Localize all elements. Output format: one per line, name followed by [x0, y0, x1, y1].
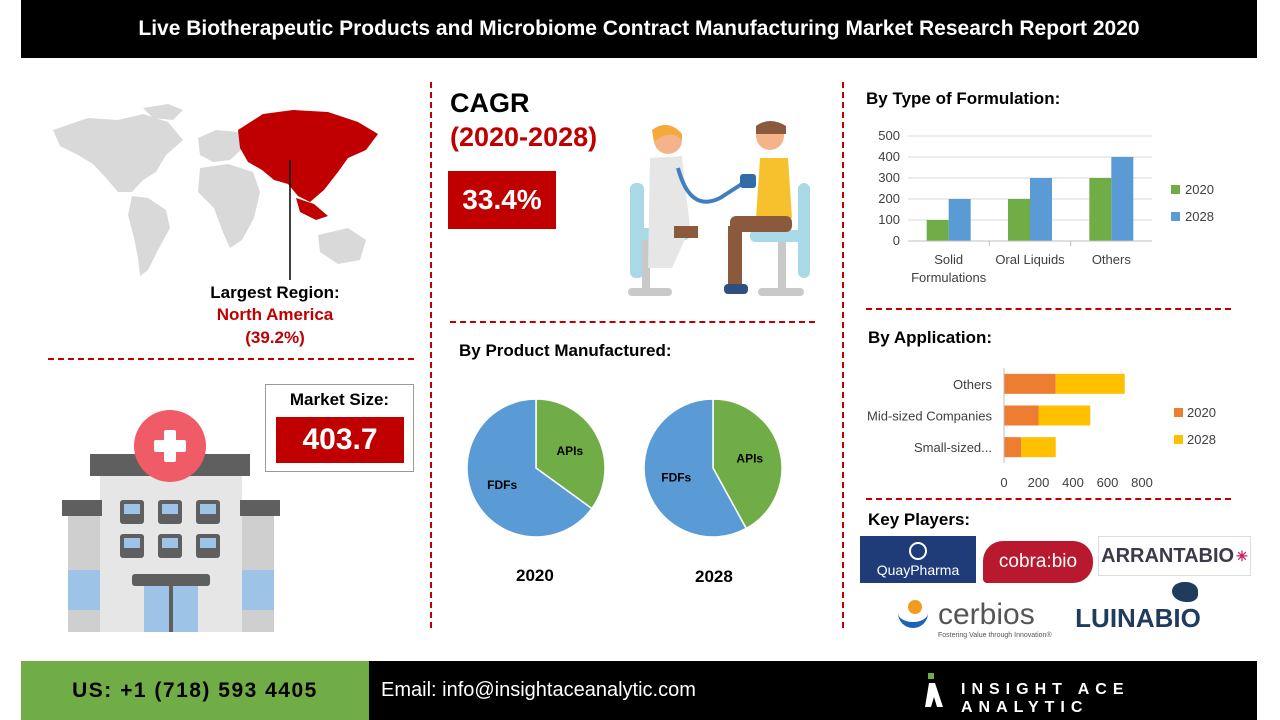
bar-2028 [1030, 178, 1052, 241]
arrantabio-logo: ARRANTABIO ✳ [1098, 536, 1251, 576]
divider-left [430, 82, 432, 628]
legend-swatch [1174, 408, 1183, 417]
y-tick-label: Mid-sized Companies [867, 409, 992, 424]
market-size-label: Market Size: [289, 390, 390, 409]
cagr-years: (2020-2028) [450, 122, 598, 152]
x-tick-label: 0 [1000, 475, 1007, 490]
divider-formulation [866, 308, 1231, 310]
divider-right [842, 82, 844, 628]
x-tick-label: Formulations [911, 270, 987, 285]
largest-region-name: North America [216, 305, 334, 324]
product-pie-chart-2028: APIs FDFs [643, 398, 783, 538]
y-tick-label: 400 [878, 149, 900, 164]
x-tick-label: Oral Liquids [995, 252, 1065, 267]
legend-label: 2028 [1187, 432, 1216, 447]
market-size-card: Market Size: 403.7 [265, 384, 414, 472]
x-tick-label: 600 [1097, 475, 1119, 490]
formulation-title: By Type of Formulation: [866, 89, 1061, 108]
bar-2028 [948, 199, 971, 241]
contact-email: Email: info@insightaceanalytic.com [381, 679, 696, 701]
pie-slice-fdfs [643, 398, 748, 538]
largest-region-label: Largest Region: [210, 283, 340, 302]
legend-swatch [1171, 185, 1180, 194]
x-tick-label: 800 [1131, 475, 1153, 490]
cagr-title: CAGR [450, 88, 530, 118]
x-tick-label: Solid [934, 252, 963, 267]
world-map [53, 104, 378, 280]
pie-year-2028: 2028 [695, 567, 733, 586]
application-bar-chart: Small-sized... Mid-sized Companies Others 0… [867, 368, 1216, 490]
product-pie-chart-2020: APIs FDFs [466, 398, 606, 538]
hbar-2028 [1055, 373, 1125, 394]
doctor-patient-illustration [628, 121, 810, 296]
divider-application [866, 498, 1231, 500]
bar-2028 [1111, 157, 1134, 241]
y-tick-label: 500 [878, 128, 900, 143]
legend-swatch [1174, 435, 1183, 444]
y-tick-label: 100 [878, 212, 900, 227]
report-title: Live Biotherapeutic Products and Microbi… [21, 0, 1257, 58]
pie-label-fdfs: FDFs [661, 470, 691, 484]
brand-logo-icon [925, 673, 943, 707]
bird-icon [1172, 582, 1198, 602]
largest-region-share: (39.2%) [245, 328, 305, 347]
formulation-bar-chart: 0 100 200 300 400 500 Solid Formulations Oral Li… [878, 128, 1214, 285]
y-tick-label: Small-sized... [914, 440, 992, 455]
y-tick-label: 300 [878, 170, 900, 185]
pie-label-apis: APIs [736, 452, 763, 466]
x-tick-label: Others [1092, 252, 1132, 267]
pie-label-fdfs: FDFs [487, 478, 517, 492]
cerbios-mark-icon [898, 599, 932, 630]
luinabio-name: LUINABIO [1075, 603, 1201, 633]
hbar-2020 [1004, 373, 1056, 394]
bar-2020 [1089, 178, 1112, 241]
cerbios-name: cerbios [938, 597, 1035, 631]
divider-map [48, 358, 414, 360]
cerbios-tagline: Fostering Value through Innovation® [938, 631, 1052, 639]
market-size-value: 403.7 [276, 417, 404, 463]
cagr-value: 33.4% [448, 171, 556, 229]
pie-year-2020: 2020 [516, 566, 554, 585]
quaypharma-mark-icon [909, 541, 927, 560]
y-tick-label: 0 [893, 233, 900, 248]
pie-slice-apis [712, 398, 783, 530]
pie-slice-apis [535, 398, 606, 510]
pie-label-apis: APIs [556, 444, 583, 458]
application-title: By Application: [868, 328, 993, 347]
product-title: By Product Manufactured: [459, 341, 672, 360]
legend-label: 2028 [1185, 209, 1214, 224]
x-tick-label: 200 [1028, 475, 1050, 490]
divider-cagr [450, 321, 815, 323]
hbar-2028 [1038, 405, 1091, 426]
brand-name: INSIGHT ACE ANALYTIC [961, 681, 1130, 716]
x-tick-label: 400 [1062, 475, 1084, 490]
legend-label: 2020 [1185, 182, 1214, 197]
cobrabio-logo: cobra:bio [983, 541, 1093, 583]
legend-swatch [1171, 212, 1180, 221]
bar-2020 [1008, 199, 1030, 241]
hbar-2020 [1004, 437, 1022, 458]
y-tick-label: 200 [878, 191, 900, 206]
y-tick-label: Others [953, 377, 993, 392]
hospital-illustration [62, 410, 280, 632]
key-players-title: Key Players: [868, 510, 971, 529]
luinabio-logo: LUINABIO [1068, 582, 1208, 634]
arrantabio-burst-icon: ✳ [1236, 547, 1248, 564]
quaypharma-name: QuayPharma [876, 561, 960, 578]
phone-number: US: +1 (718) 593 4405 [21, 661, 369, 720]
bar-2020 [926, 220, 949, 241]
pie-slice-fdfs [466, 398, 593, 538]
hbar-2020 [1004, 405, 1039, 426]
quaypharma-logo: QuayPharma [860, 536, 976, 583]
footer-bar: Email: info@insightaceanalytic.com INSIG… [369, 661, 1257, 720]
hbar-2028 [1021, 437, 1056, 458]
asia-region [238, 110, 378, 202]
cerbios-logo: cerbios Fostering Value through Innovati… [898, 596, 1060, 640]
legend-label: 2020 [1187, 405, 1216, 420]
cobrabio-name: cobra:bio [998, 551, 1078, 572]
arrantabio-name: ARRANTABIO [1101, 544, 1235, 567]
